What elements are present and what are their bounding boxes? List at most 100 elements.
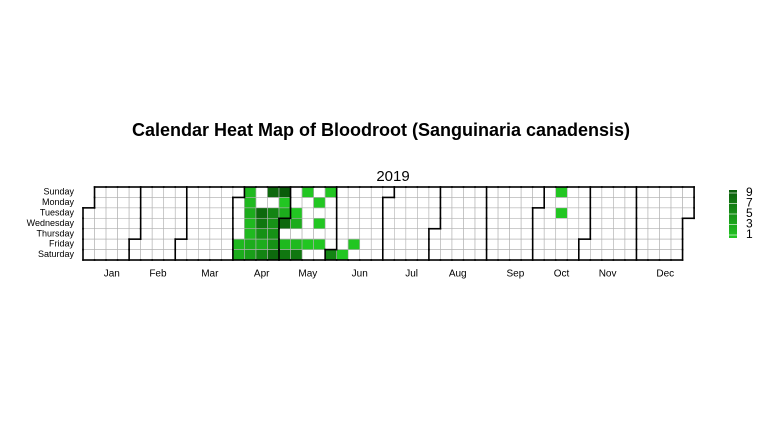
day-cell	[636, 217, 649, 230]
month-label: Aug	[449, 269, 467, 280]
day-cell	[394, 228, 407, 240]
month-label: Nov	[599, 269, 617, 280]
day-cell	[520, 197, 533, 209]
heat-cell	[324, 249, 337, 261]
day-cell	[267, 197, 280, 209]
day-cell	[324, 207, 337, 219]
day-cell	[463, 197, 476, 209]
day-cell	[417, 217, 430, 230]
day-cell	[509, 207, 522, 219]
day-cell	[336, 228, 349, 240]
day-cell	[232, 207, 245, 219]
day-cell	[301, 197, 314, 209]
day-cell	[151, 207, 165, 219]
day-cell	[417, 186, 430, 198]
day-cell	[198, 238, 211, 250]
day-cell	[497, 207, 510, 219]
day-cell	[613, 249, 626, 261]
day-cell	[324, 238, 337, 250]
day-cell	[601, 249, 614, 261]
day-cell	[163, 228, 176, 240]
day-cell	[382, 238, 395, 250]
day-cell	[647, 197, 660, 209]
day-cell	[370, 249, 384, 261]
day-cell	[405, 197, 418, 209]
day-cell	[463, 186, 476, 198]
day-cell	[151, 197, 165, 209]
day-cell	[509, 186, 522, 198]
day-cell	[659, 217, 672, 230]
day-cell	[578, 238, 591, 250]
day-cell	[428, 238, 441, 250]
day-cell	[313, 186, 326, 198]
month-label: Apr	[254, 269, 270, 280]
day-cell	[647, 207, 660, 219]
day-cell	[255, 197, 268, 209]
day-cell	[474, 186, 487, 198]
day-cell	[440, 207, 453, 219]
day-cell	[140, 186, 153, 198]
day-cell	[601, 186, 614, 198]
day-cell	[359, 217, 372, 230]
month-label: Jul	[405, 269, 418, 280]
month-outlines	[82, 186, 695, 261]
day-cell	[532, 186, 545, 198]
day-cell	[140, 217, 153, 230]
colorbar-label: 9	[746, 185, 753, 199]
heat-cell	[290, 238, 303, 250]
day-cell	[117, 207, 130, 219]
day-cell	[624, 238, 637, 250]
day-cell	[440, 197, 453, 209]
day-cell	[659, 197, 672, 209]
day-cell	[105, 249, 118, 261]
day-cell	[209, 186, 222, 198]
day-cell	[578, 197, 591, 209]
day-cell	[486, 228, 499, 240]
day-cell	[174, 197, 188, 209]
day-cell	[117, 197, 130, 209]
day-cell	[94, 207, 107, 219]
heat-cell	[555, 207, 568, 219]
day-cell	[636, 207, 649, 219]
day-cell	[636, 238, 649, 250]
day-cell	[209, 249, 222, 261]
day-cell	[209, 197, 222, 209]
day-cell	[232, 186, 245, 198]
day-cell	[382, 207, 395, 219]
day-cell	[578, 217, 591, 230]
day-cell	[221, 228, 234, 240]
month-label: Feb	[149, 269, 167, 280]
day-cell	[647, 228, 660, 240]
day-cell	[128, 228, 141, 240]
heat-cell	[324, 186, 337, 198]
day-cell	[566, 217, 580, 230]
heat-cell	[255, 238, 268, 250]
day-cell	[682, 207, 695, 219]
day-cell	[532, 228, 545, 240]
day-cell	[428, 186, 441, 198]
day-cell	[117, 238, 130, 250]
day-cell	[94, 186, 107, 198]
day-cell	[359, 207, 372, 219]
day-cell	[128, 238, 141, 250]
day-cell	[221, 207, 234, 219]
day-cell	[370, 238, 384, 250]
day-cell	[347, 207, 361, 219]
heat-cell	[278, 207, 291, 219]
day-cell	[163, 207, 176, 219]
day-cell	[186, 249, 199, 261]
day-cell	[163, 249, 176, 261]
day-cell	[497, 238, 510, 250]
day-cell	[440, 228, 453, 240]
colorbar-label: 5	[746, 206, 753, 220]
colorbar-label: 3	[746, 217, 753, 231]
heat-cell	[267, 238, 280, 250]
day-cell	[601, 207, 614, 219]
day-cell	[151, 217, 165, 230]
colorbar-label: 1	[746, 227, 753, 241]
heat-cell	[255, 207, 268, 219]
day-cell	[198, 197, 211, 209]
heat-cell	[278, 186, 291, 198]
day-cell	[174, 217, 188, 230]
day-cell	[543, 249, 557, 261]
